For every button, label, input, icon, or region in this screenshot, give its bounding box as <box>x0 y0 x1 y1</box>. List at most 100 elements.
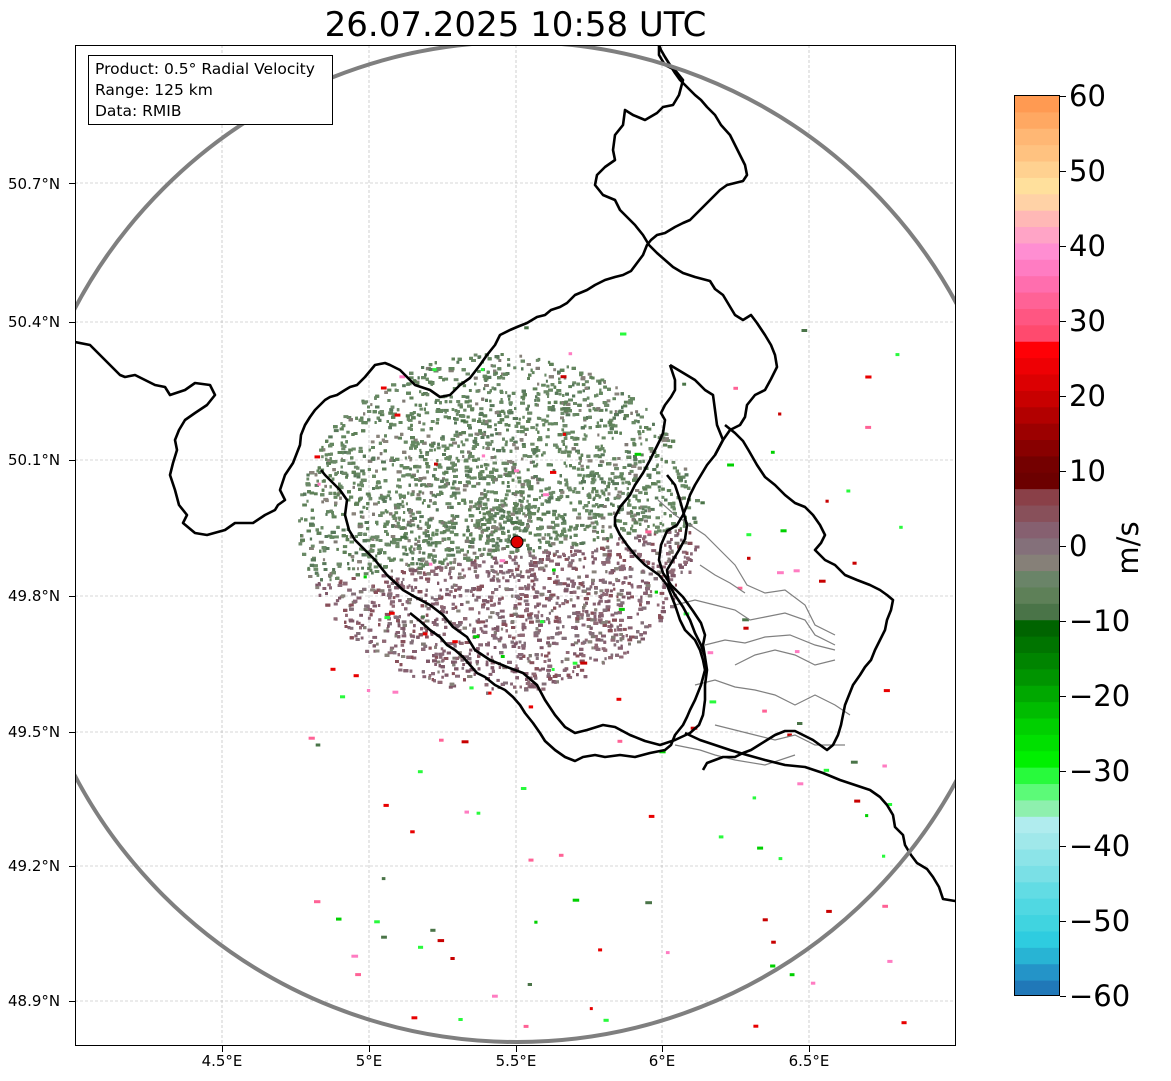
velocity-echo-pixel <box>314 492 318 496</box>
velocity-echo-pixel <box>457 576 461 580</box>
velocity-echo-pixel <box>390 535 396 538</box>
velocity-echo-pixel <box>554 537 559 541</box>
velocity-echo-pixel <box>406 382 412 386</box>
velocity-echo-pixel <box>354 551 359 555</box>
velocity-echo-pixel <box>616 598 621 602</box>
velocity-echo-pixel <box>456 400 461 403</box>
velocity-echo-pixel <box>632 506 637 510</box>
velocity-echo-pixel <box>594 549 599 553</box>
velocity-echo-pixel <box>529 460 534 464</box>
velocity-echo-pixel <box>329 578 332 582</box>
velocity-echo-pixel <box>619 589 624 592</box>
velocity-echo-pixel <box>310 516 315 520</box>
velocity-echo-pixel <box>587 372 592 376</box>
velocity-echo-pixel <box>306 473 310 477</box>
velocity-echo-pixel <box>425 451 430 455</box>
velocity-echo-pixel <box>557 447 562 451</box>
velocity-echo-pixel <box>394 632 398 636</box>
velocity-echo-pixel <box>496 678 500 682</box>
velocity-echo-pixel <box>592 602 596 606</box>
velocity-echo-pixel <box>590 635 596 639</box>
velocity-echo-pixel <box>375 538 379 542</box>
velocity-echo-pixel <box>429 483 434 487</box>
velocity-echo-pixel <box>323 479 326 483</box>
velocity-echo-pixel <box>474 598 479 602</box>
velocity-echo-pixel <box>656 603 660 607</box>
velocity-echo-pixel <box>413 478 418 481</box>
velocity-echo-pixel <box>661 606 665 610</box>
velocity-echo-pixel <box>489 408 493 412</box>
velocity-echo-pixel <box>572 381 577 385</box>
velocity-echo-pixel <box>645 560 649 564</box>
velocity-echo-pixel <box>582 584 585 588</box>
velocity-echo-pixel <box>422 571 426 575</box>
velocity-echo-pixel <box>499 564 502 568</box>
velocity-echo-pixel <box>599 638 604 642</box>
velocity-echo-pixel <box>341 512 346 516</box>
velocity-echo-pixel <box>430 602 436 606</box>
velocity-echo-pixel <box>606 539 609 543</box>
velocity-echo-pixel <box>504 415 510 419</box>
velocity-echo-pixel <box>497 616 502 619</box>
velocity-echo-pixel <box>672 466 677 470</box>
velocity-echo-pixel <box>624 450 629 453</box>
velocity-echo-pixel <box>309 547 314 550</box>
velocity-echo-pixel <box>593 478 597 482</box>
velocity-echo-pixel <box>597 618 603 622</box>
velocity-echo-pixel <box>501 619 507 623</box>
velocity-echo-pixel <box>494 511 500 515</box>
velocity-echo-pixel <box>472 476 477 480</box>
velocity-echo-pixel <box>596 379 601 383</box>
velocity-echo-pixel <box>623 400 629 404</box>
velocity-echo-pixel <box>579 668 585 672</box>
velocity-echo-pixel <box>517 526 521 530</box>
velocity-echo-pixel <box>372 635 378 639</box>
velocity-echo-pixel <box>451 602 455 606</box>
velocity-echo-pixel <box>352 567 356 571</box>
velocity-echo-pixel <box>510 460 515 464</box>
velocity-echo-pixel <box>508 423 511 427</box>
velocity-echo-pixel <box>507 513 510 517</box>
velocity-echo-pixel <box>517 633 522 637</box>
velocity-echo-pixel <box>654 482 658 486</box>
velocity-echo-pixel <box>505 579 510 583</box>
velocity-echo-pixel <box>500 499 505 503</box>
velocity-echo-pixel <box>463 408 467 412</box>
velocity-echo-pixel <box>589 375 593 379</box>
velocity-echo-pixel <box>547 395 550 398</box>
velocity-echo-pixel <box>484 541 490 545</box>
velocity-echo-pixel <box>598 631 603 635</box>
velocity-echo-pixel <box>622 522 628 526</box>
velocity-echo-pixel <box>560 677 564 681</box>
velocity-echo-pixel <box>622 528 626 532</box>
velocity-echo-pixel <box>422 551 426 555</box>
velocity-echo-pixel <box>545 392 550 396</box>
velocity-echo-pixel <box>517 653 522 656</box>
velocity-echo-pixel <box>431 493 435 497</box>
velocity-echo-pixel <box>575 490 581 494</box>
velocity-echo-pixel <box>326 458 331 462</box>
velocity-echo-pixel <box>618 604 623 608</box>
velocity-echo-pixel <box>334 535 339 539</box>
velocity-echo-pixel <box>455 412 459 416</box>
velocity-echo-pixel <box>396 502 402 506</box>
velocity-echo-pixel <box>417 544 421 548</box>
radar-map[interactable] <box>75 45 956 1046</box>
velocity-echo-pixel <box>527 404 530 408</box>
velocity-echo-pixel <box>536 416 540 420</box>
velocity-echo-pixel <box>573 443 579 446</box>
velocity-echo-pixel <box>531 585 534 589</box>
velocity-echo-pixel <box>507 471 513 475</box>
velocity-echo-pixel <box>459 563 462 567</box>
velocity-echo-pixel <box>422 573 427 576</box>
velocity-echo-pixel <box>517 579 521 582</box>
velocity-echo-pixel <box>591 504 596 508</box>
velocity-echo-pixel <box>492 480 495 484</box>
velocity-echo-pixel <box>363 572 369 576</box>
velocity-echo-pixel <box>542 550 546 554</box>
velocity-echo-pixel <box>450 553 456 557</box>
velocity-echo-pixel <box>453 644 457 648</box>
velocity-echo-pixel <box>595 503 599 506</box>
velocity-echo-pixel <box>530 554 536 558</box>
velocity-echo-pixel <box>585 524 590 528</box>
